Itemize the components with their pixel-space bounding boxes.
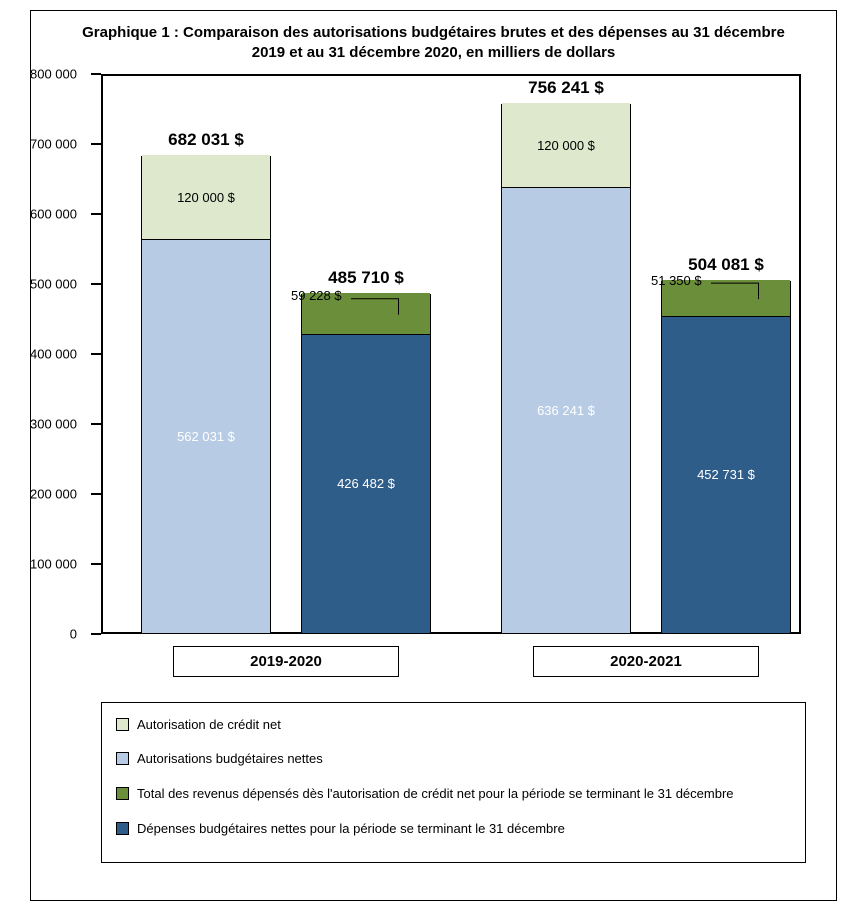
y-tick-label: 500 000	[30, 276, 91, 291]
legend-label: Autorisations budgétaires nettes	[137, 751, 323, 768]
legend-item: Autorisations budgétaires nettes	[116, 751, 791, 768]
chart-title: Graphique 1 : Comparaison des autorisati…	[31, 11, 836, 70]
legend: Autorisation de crédit net Autorisations …	[101, 702, 806, 864]
legend-swatch	[116, 822, 129, 835]
legend-label: Autorisation de crédit net	[137, 717, 281, 734]
legend-swatch	[116, 752, 129, 765]
y-tick	[91, 563, 101, 565]
x-category-label: 2020-2021	[533, 646, 759, 677]
legend-item: Total des revenus dépensés dès l'autoris…	[116, 786, 791, 803]
y-tick	[91, 493, 101, 495]
y-tick	[91, 213, 101, 215]
y-tick-label: 200 000	[30, 486, 91, 501]
chart-frame: Graphique 1 : Comparaison des autorisati…	[30, 10, 837, 901]
x-category-label: 2019-2020	[173, 646, 399, 677]
y-tick	[91, 73, 101, 75]
legend-label: Total des revenus dépensés dès l'autoris…	[137, 786, 734, 803]
leader-label: 51 350 $	[651, 273, 702, 288]
y-tick-label: 600 000	[30, 206, 91, 221]
plot-area: 0100 000200 000300 000400 000500 000600 …	[101, 74, 801, 634]
legend-label: Dépenses budgétaires nettes pour la péri…	[137, 821, 565, 838]
bars-layer: 562 031 $120 000 $682 031 $426 482 $485 …	[101, 74, 801, 634]
legend-item: Dépenses budgétaires nettes pour la péri…	[116, 821, 791, 838]
y-tick	[91, 283, 101, 285]
legend-swatch	[116, 787, 129, 800]
y-tick-label: 400 000	[30, 346, 91, 361]
y-tick-label: 300 000	[30, 416, 91, 431]
y-tick	[91, 353, 101, 355]
y-axis-ticks: 0100 000200 000300 000400 000500 000600 …	[91, 74, 101, 634]
y-tick-label: 800 000	[30, 66, 91, 81]
y-tick	[91, 633, 101, 635]
y-tick	[91, 143, 101, 145]
y-tick-label: 100 000	[30, 556, 91, 571]
legend-swatch	[116, 718, 129, 731]
y-tick-label: 0	[70, 626, 91, 641]
y-tick-label: 700 000	[30, 136, 91, 151]
y-tick	[91, 423, 101, 425]
leader-line	[101, 74, 801, 634]
legend-item: Autorisation de crédit net	[116, 717, 791, 734]
